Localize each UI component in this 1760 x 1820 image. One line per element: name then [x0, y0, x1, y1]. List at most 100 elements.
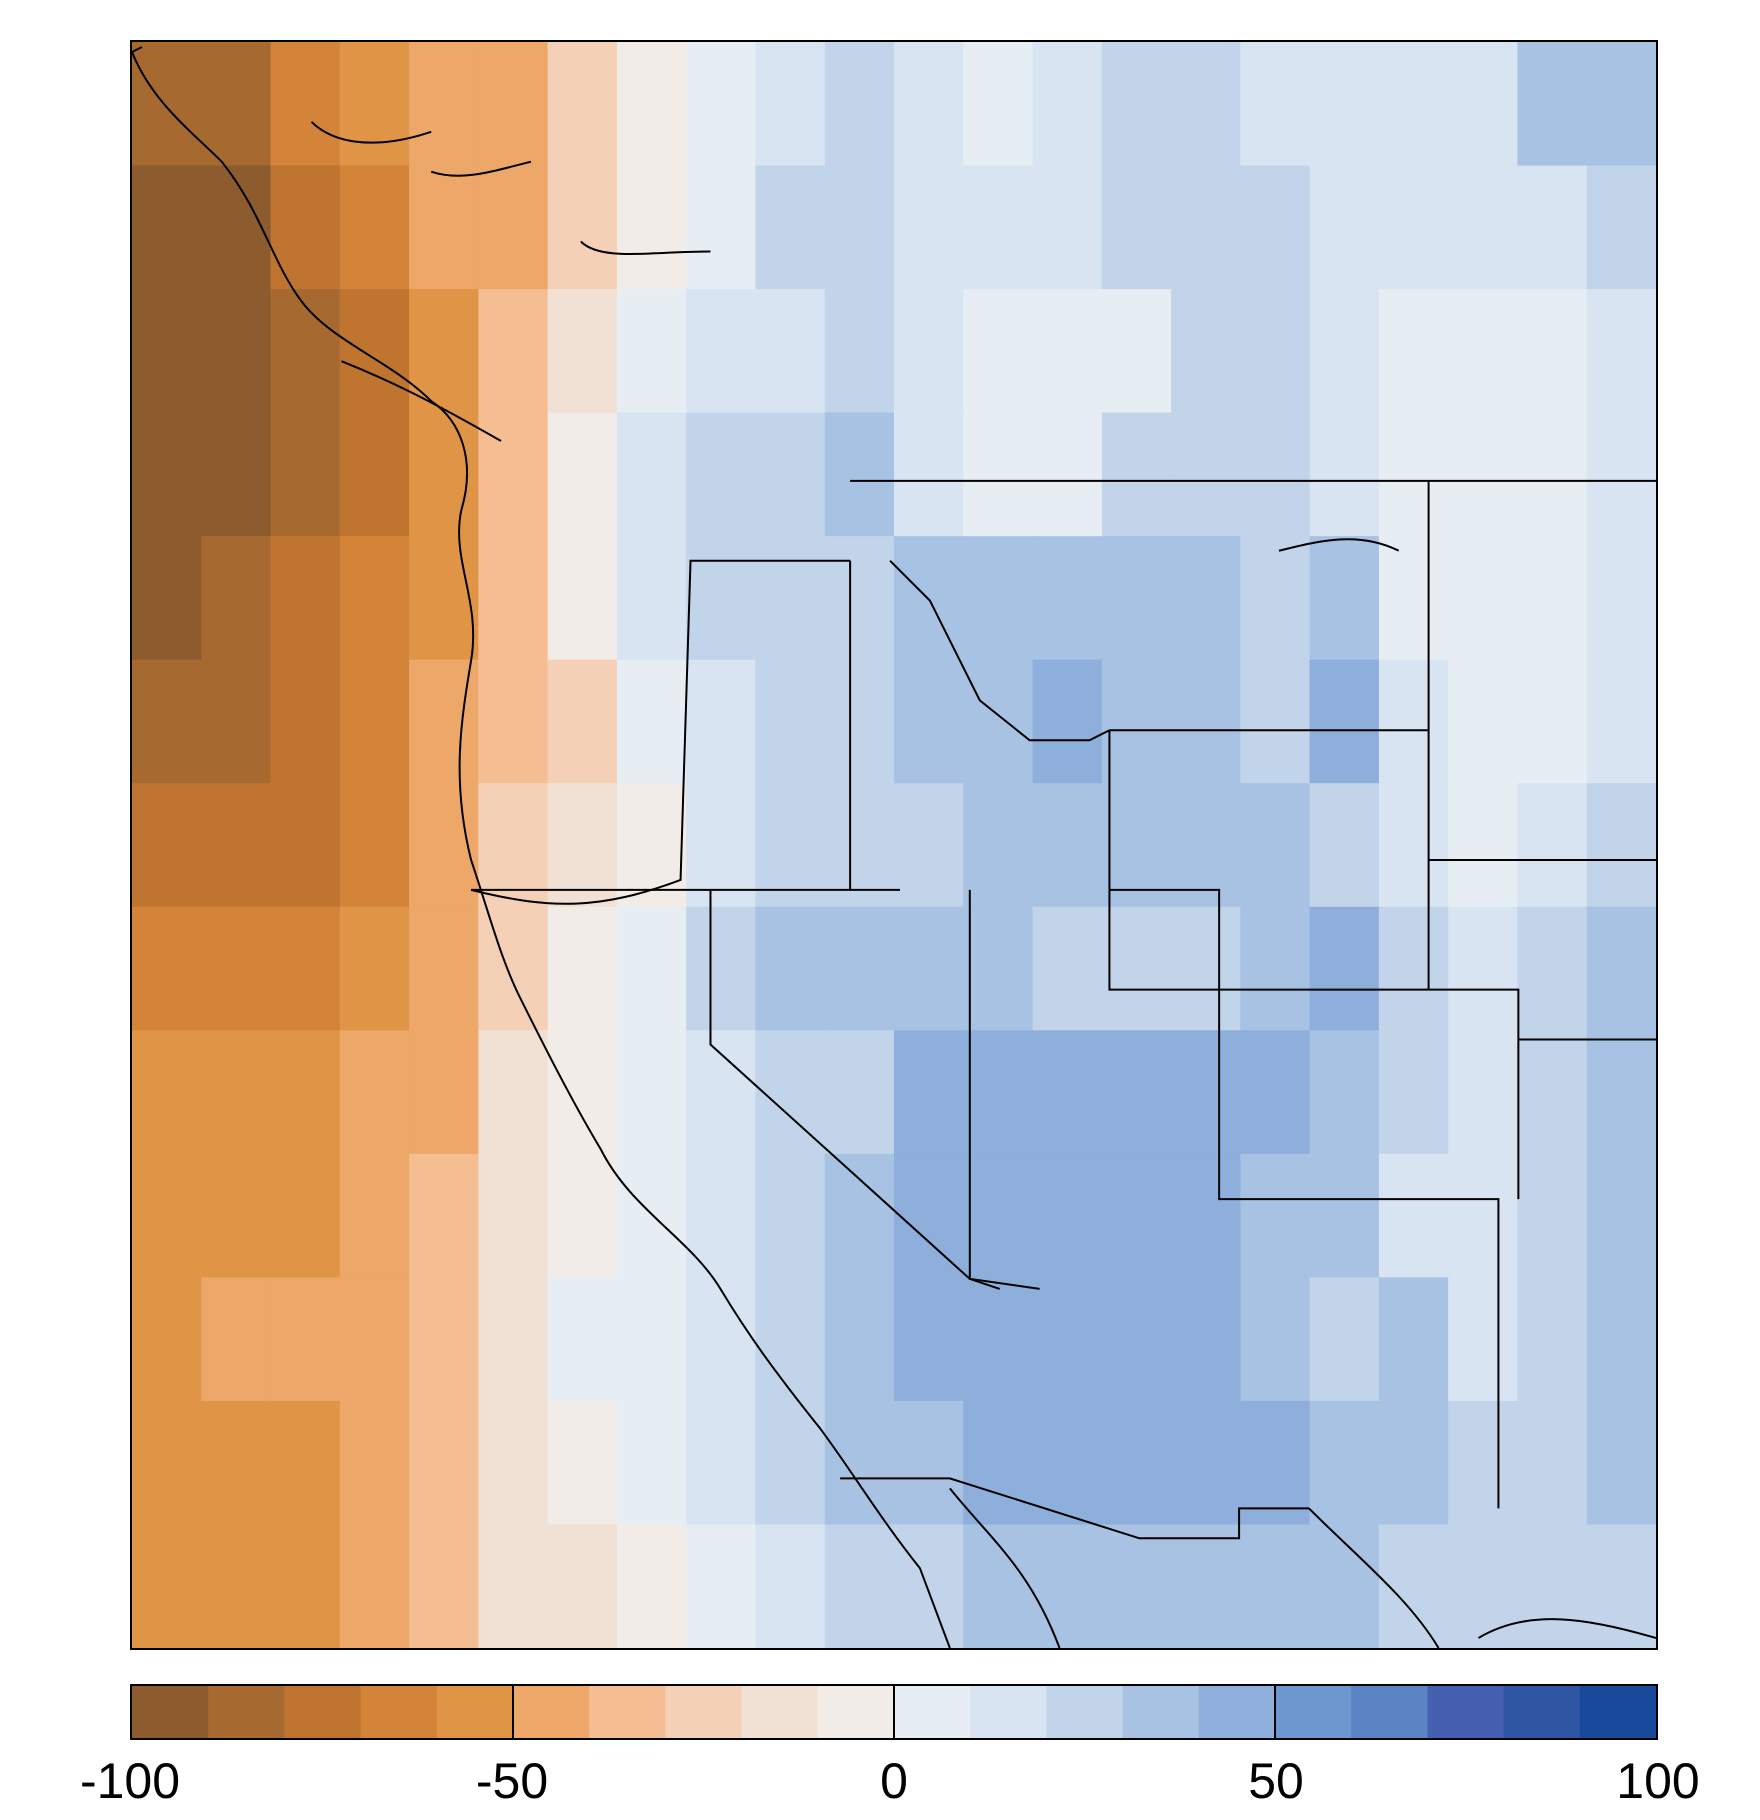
grid-cell — [755, 1524, 826, 1648]
grid-cell — [1101, 165, 1172, 290]
grid-cell — [547, 659, 618, 784]
grid-cell — [894, 1524, 964, 1648]
grid-cell — [1240, 289, 1311, 414]
grid-cell — [824, 289, 895, 414]
grid-cell — [1448, 1277, 1519, 1402]
grid-cell — [1309, 412, 1380, 537]
grid-cell — [755, 536, 826, 661]
grid-cell — [1171, 1277, 1241, 1402]
grid-cell — [1240, 906, 1311, 1031]
grid-cell — [1517, 412, 1588, 537]
grid-cell — [1378, 1400, 1449, 1526]
grid-cell — [686, 289, 757, 414]
grid-cell — [1448, 783, 1519, 908]
grid-cell — [1032, 1030, 1103, 1155]
state-border-id — [849, 560, 1110, 890]
grid-cell — [755, 906, 826, 1031]
grid-cell — [1101, 659, 1172, 784]
grid-cell — [1032, 412, 1103, 537]
grid-cell — [1517, 1030, 1588, 1155]
grid-cell — [894, 659, 964, 784]
grid-cell — [478, 659, 549, 784]
grid-cell — [339, 783, 410, 908]
grid-cell — [1032, 1153, 1103, 1278]
grid-cell — [894, 783, 964, 908]
grid-cell — [478, 1277, 549, 1402]
grid-cell — [1309, 1153, 1380, 1278]
grid-cell — [409, 1277, 479, 1402]
grid-cell — [132, 1030, 202, 1155]
colorbar-swatch — [741, 1686, 819, 1738]
colorbar-swatch — [208, 1686, 285, 1738]
grid-cell — [755, 783, 826, 908]
grid-cell — [201, 1277, 272, 1402]
grid-cell — [478, 42, 549, 167]
grid-cell — [478, 783, 549, 908]
grid-cell — [132, 165, 202, 290]
grid-cell — [824, 783, 895, 908]
grid-cell — [1309, 1277, 1380, 1402]
grid-cell — [1101, 1524, 1172, 1648]
grid-cell — [478, 165, 549, 290]
grid-cell — [339, 1153, 410, 1278]
grid-cell — [1171, 783, 1241, 908]
colorbar-swatch — [589, 1686, 666, 1738]
grid-cell — [1517, 783, 1588, 908]
grid-cell — [616, 536, 687, 661]
grid-cell — [547, 1400, 618, 1526]
grid-cell — [201, 783, 272, 908]
grid-cell — [409, 1400, 479, 1526]
grid-cell — [1240, 536, 1311, 661]
grid-cell — [1378, 412, 1449, 537]
grid-cell — [1032, 659, 1103, 784]
grid-cell — [547, 906, 618, 1031]
grid-cell — [1517, 42, 1588, 167]
grid-cell — [1240, 1400, 1311, 1526]
grid-cell — [339, 1524, 410, 1648]
grid-cell — [409, 1153, 479, 1278]
grid-cell — [270, 412, 341, 537]
grid-cell — [1309, 536, 1380, 661]
grid-cell — [478, 289, 549, 414]
colorbar-swatch — [817, 1686, 895, 1738]
grid-cell — [963, 412, 1034, 537]
grid-cell — [686, 1400, 757, 1526]
grid-cell — [1171, 412, 1241, 537]
grid-cell — [201, 1400, 272, 1526]
grid-cell — [201, 42, 272, 167]
grid-cell — [132, 1400, 202, 1526]
grid-cell — [755, 1277, 826, 1402]
colorbar-swatch — [284, 1686, 362, 1738]
grid-cell — [894, 906, 964, 1031]
legend-tick-label-50: 50 — [1248, 1753, 1304, 1809]
grid-cell — [616, 42, 687, 167]
grid-cell — [1378, 1030, 1449, 1155]
colorbar-swatch — [513, 1686, 590, 1738]
grid-cell — [616, 1277, 687, 1402]
grid-cell — [894, 42, 964, 167]
grid-cell — [824, 1400, 895, 1526]
grid-cell — [1240, 412, 1311, 537]
grid-cell — [339, 412, 410, 537]
grid-cell — [1448, 412, 1519, 537]
grid-cell — [1448, 42, 1519, 167]
colorbar-swatch — [436, 1686, 514, 1738]
grid-cell — [132, 783, 202, 908]
colorbar-swatch — [894, 1686, 971, 1738]
grid-cell — [339, 1277, 410, 1402]
grid-cell — [201, 1030, 272, 1155]
grid-cell — [1309, 783, 1380, 908]
grid-cell — [1378, 1524, 1449, 1648]
grid-cell — [1032, 1400, 1103, 1526]
grid-cell — [1309, 906, 1380, 1031]
grid-cell — [1517, 1400, 1588, 1526]
grid-cell — [1171, 659, 1241, 784]
grid-cell — [1378, 1153, 1449, 1278]
grid-cell — [824, 1153, 895, 1278]
grid-cell — [755, 289, 826, 414]
grid-cell — [1101, 1277, 1172, 1402]
grid-cell — [616, 412, 687, 537]
state-border-az — [840, 1477, 1309, 1540]
grid-cell — [547, 536, 618, 661]
grid-cell — [1448, 1400, 1519, 1526]
